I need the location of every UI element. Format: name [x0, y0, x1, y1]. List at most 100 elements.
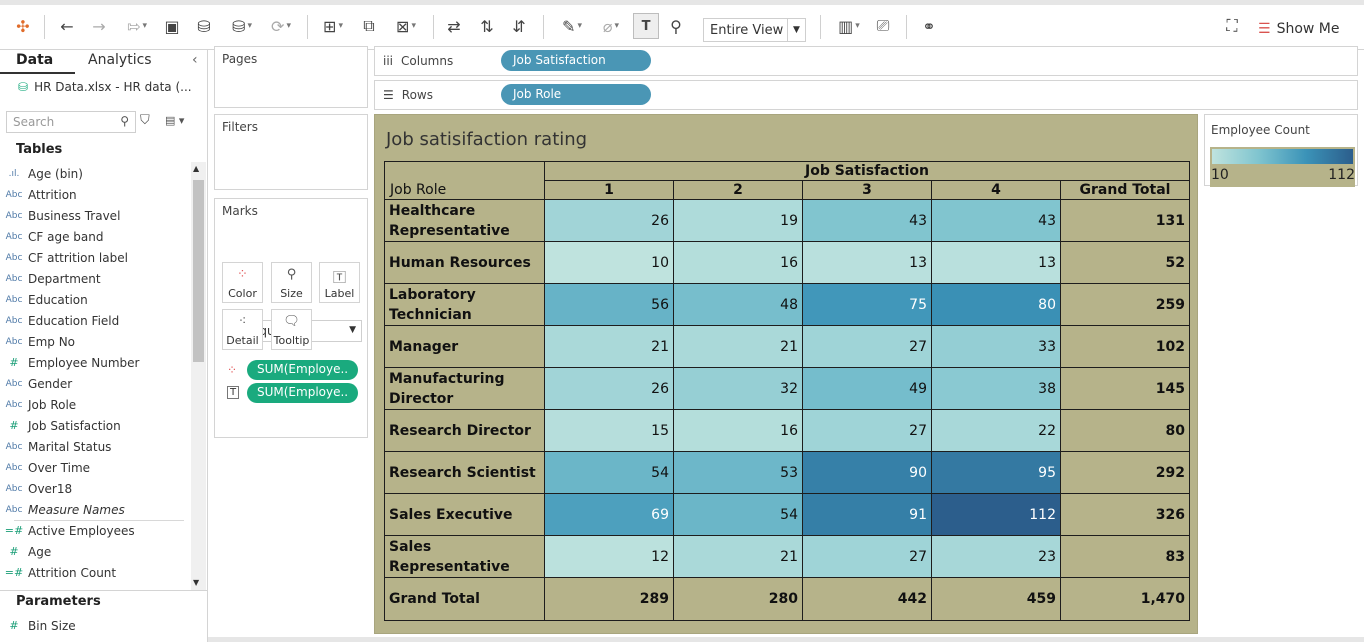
- heatmap-cell[interactable]: 13: [931, 241, 1061, 284]
- heatmap-cell[interactable]: 90: [802, 451, 932, 494]
- paint-format-icon[interactable]: ⛶: [1226, 16, 1238, 35]
- heatmap-cell[interactable]: 38: [931, 367, 1061, 410]
- scroll-down-icon[interactable]: ▼: [193, 578, 200, 587]
- heatmap-cell[interactable]: 16: [673, 409, 803, 452]
- field-item[interactable]: Abc Emp No: [0, 331, 190, 352]
- column-grand-total[interactable]: 442: [802, 577, 932, 621]
- heatmap-cell[interactable]: 43: [931, 199, 1061, 242]
- show-cards-icon[interactable]: ▥ ▾: [838, 16, 860, 36]
- heatmap-cell[interactable]: 95: [931, 451, 1061, 494]
- heatmap-cell[interactable]: 27: [802, 325, 932, 368]
- group-members-icon[interactable]: ⌀ ▾: [602, 16, 620, 36]
- field-item[interactable]: =# Active Employees: [0, 520, 190, 541]
- heatmap-cell[interactable]: 27: [802, 409, 932, 452]
- heatmap-cell[interactable]: 32: [673, 367, 803, 410]
- fit-dropdown[interactable]: Entire View ▼: [703, 18, 806, 42]
- color-pill[interactable]: SUM(Employe..: [247, 360, 358, 380]
- field-item[interactable]: =# Attrition Count: [0, 562, 190, 583]
- row-grand-total[interactable]: 326: [1060, 493, 1190, 536]
- clear-sheet-icon[interactable]: ⊠ ▾: [396, 16, 416, 36]
- parameter-item[interactable]: # Bin Size: [0, 615, 190, 636]
- heatmap-cell[interactable]: 21: [673, 325, 803, 368]
- column-grand-total[interactable]: 289: [544, 577, 674, 621]
- label-button[interactable]: 🅃 Label: [319, 262, 360, 303]
- field-search-input[interactable]: Search ⚲: [6, 111, 136, 133]
- field-item[interactable]: Abc Attrition: [0, 184, 190, 205]
- undo-icon[interactable]: ←: [60, 16, 74, 36]
- row-grand-total[interactable]: 145: [1060, 367, 1190, 410]
- field-item[interactable]: Abc Over Time: [0, 457, 190, 478]
- field-item[interactable]: Abc CF attrition label: [0, 247, 190, 268]
- presentation-mode-icon[interactable]: ⎚: [876, 16, 890, 35]
- highlight-icon[interactable]: ✎ ▾: [562, 16, 582, 36]
- swap-rows-columns-icon[interactable]: ⇄: [447, 16, 461, 36]
- tooltip-button[interactable]: 🗨 Tooltip: [271, 309, 312, 350]
- column-grand-total[interactable]: 280: [673, 577, 803, 621]
- heatmap-cell[interactable]: 19: [673, 199, 803, 242]
- share-icon[interactable]: ⚭: [922, 16, 936, 36]
- refresh-icon[interactable]: ⟳ ▾: [271, 16, 291, 36]
- heatmap-cell[interactable]: 49: [802, 367, 932, 410]
- heatmap-cell[interactable]: 26: [544, 367, 674, 410]
- scroll-up-icon[interactable]: ▲: [193, 164, 200, 173]
- tab-analytics[interactable]: Analytics: [88, 52, 152, 68]
- heatmap-cell[interactable]: 54: [544, 451, 674, 494]
- rows-pill[interactable]: Job Role: [501, 84, 651, 105]
- show-mark-labels-icon[interactable]: T: [633, 13, 659, 39]
- heatmap-cell[interactable]: 75: [802, 283, 932, 326]
- field-item[interactable]: Abc CF age band: [0, 226, 190, 247]
- heatmap-cell[interactable]: 112: [931, 493, 1061, 536]
- field-item[interactable]: Abc Education Field: [0, 310, 190, 331]
- heatmap-cell[interactable]: 91: [802, 493, 932, 536]
- columns-pill[interactable]: Job Satisfaction: [501, 50, 651, 71]
- heatmap-cell[interactable]: 23: [931, 535, 1061, 578]
- field-item[interactable]: # Job Satisfaction: [0, 415, 190, 436]
- heatmap-cell[interactable]: 21: [673, 535, 803, 578]
- field-item[interactable]: Abc Department: [0, 268, 190, 289]
- heatmap-cell[interactable]: 43: [802, 199, 932, 242]
- redo-icon[interactable]: →: [92, 16, 106, 36]
- row-grand-total[interactable]: 52: [1060, 241, 1190, 284]
- size-button[interactable]: ⚲ Size: [271, 262, 312, 303]
- heatmap-cell[interactable]: 33: [931, 325, 1061, 368]
- color-legend[interactable]: Employee Count 10 112: [1204, 114, 1358, 187]
- heatmap-cell[interactable]: 22: [931, 409, 1061, 452]
- scrollbar-thumb[interactable]: [193, 180, 204, 362]
- column-grand-total[interactable]: 459: [931, 577, 1061, 621]
- detail-button[interactable]: ⁖ Detail: [222, 309, 263, 350]
- heatmap-cell[interactable]: 56: [544, 283, 674, 326]
- duplicate-icon[interactable]: ⧉: [363, 16, 375, 35]
- color-button[interactable]: ⁘ Color: [222, 262, 263, 303]
- field-item[interactable]: Abc Business Travel: [0, 205, 190, 226]
- label-pill[interactable]: SUM(Employe..: [247, 383, 358, 403]
- new-datasource-icon[interactable]: ⛁: [197, 16, 211, 36]
- datasource-item[interactable]: ⛁ HR Data.xlsx - HR data (...: [18, 80, 203, 94]
- field-item[interactable]: Abc Over18: [0, 478, 190, 499]
- tab-data[interactable]: Data: [16, 52, 54, 68]
- collapse-pane-icon[interactable]: ‹: [192, 52, 198, 68]
- rows-shelf[interactable]: ☰ Rows Job Role: [374, 80, 1358, 110]
- heatmap-cell[interactable]: 26: [544, 199, 674, 242]
- view-options-icon[interactable]: ▤ ▾: [165, 114, 185, 127]
- row-grand-total[interactable]: 259: [1060, 283, 1190, 326]
- heatmap-cell[interactable]: 69: [544, 493, 674, 536]
- save-icon[interactable]: ▣: [164, 16, 180, 36]
- heatmap-cell[interactable]: 13: [802, 241, 932, 284]
- heatmap-cell[interactable]: 21: [544, 325, 674, 368]
- heatmap-cell[interactable]: 10: [544, 241, 674, 284]
- row-grand-total[interactable]: 80: [1060, 409, 1190, 452]
- replay-icon[interactable]: ⇰ ▾: [127, 16, 147, 36]
- heatmap-cell[interactable]: 15: [544, 409, 674, 452]
- filters-card[interactable]: Filters: [214, 114, 368, 190]
- heatmap-cell[interactable]: 12: [544, 535, 674, 578]
- columns-shelf[interactable]: iii Columns Job Satisfaction: [374, 46, 1358, 76]
- new-worksheet-icon[interactable]: ⊞ ▾: [323, 16, 343, 36]
- heatmap-cell[interactable]: 54: [673, 493, 803, 536]
- field-item[interactable]: Abc Gender: [0, 373, 190, 394]
- row-grand-total[interactable]: 102: [1060, 325, 1190, 368]
- field-item[interactable]: Abc Job Role: [0, 394, 190, 415]
- filter-icon[interactable]: ⛉: [140, 113, 150, 128]
- field-list-scrollbar[interactable]: ▲ ▼: [191, 162, 206, 590]
- row-grand-total[interactable]: 83: [1060, 535, 1190, 578]
- field-item[interactable]: # Age: [0, 541, 190, 562]
